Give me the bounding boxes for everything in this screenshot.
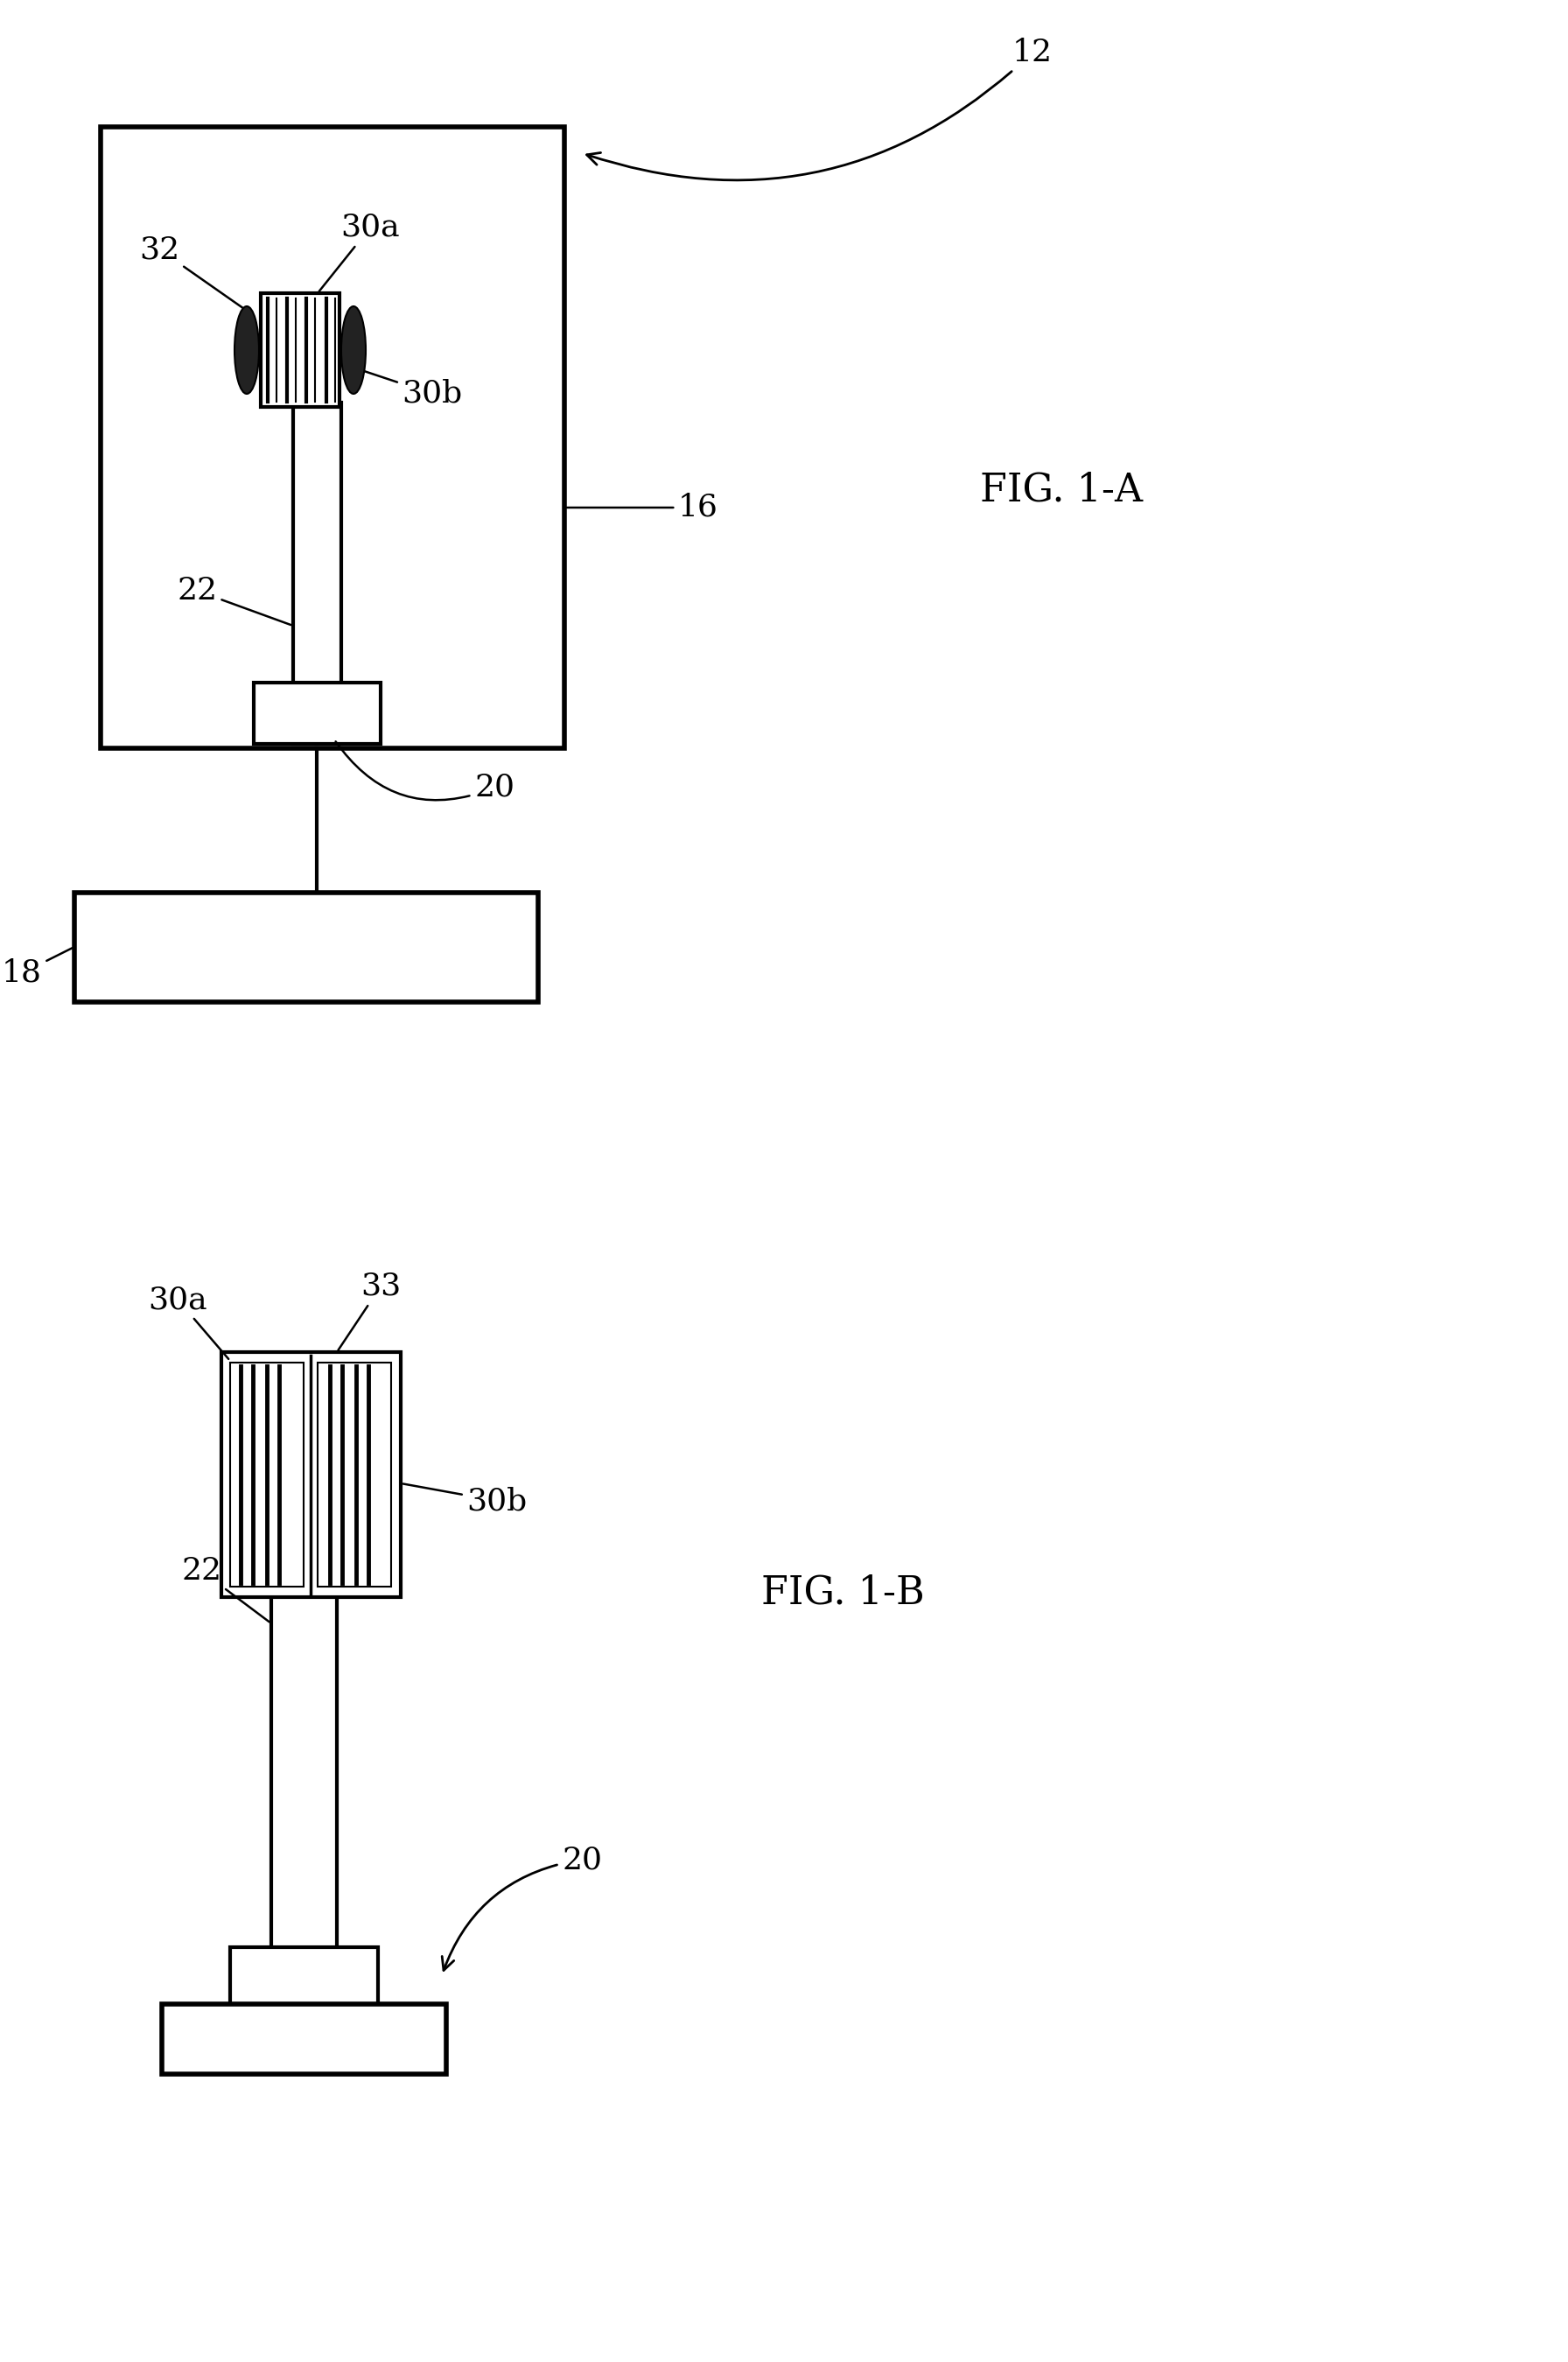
Text: 30b: 30b <box>403 1483 527 1516</box>
Text: 22: 22 <box>177 576 290 626</box>
Text: 20: 20 <box>336 742 514 803</box>
Text: 30a: 30a <box>320 213 400 291</box>
Bar <box>271 1592 337 2003</box>
Text: 22: 22 <box>182 1557 270 1623</box>
Text: FIG. 1-A: FIG. 1-A <box>980 470 1143 508</box>
Bar <box>254 683 381 744</box>
Text: 30a: 30a <box>147 1285 229 1358</box>
Bar <box>221 1351 401 1597</box>
Bar <box>293 402 342 744</box>
Bar <box>100 128 564 749</box>
Ellipse shape <box>235 307 259 394</box>
Ellipse shape <box>342 307 365 394</box>
Text: 30b: 30b <box>356 368 463 409</box>
Text: 12: 12 <box>586 38 1052 180</box>
Text: 32: 32 <box>140 234 245 309</box>
Text: 16: 16 <box>566 494 718 522</box>
Bar <box>318 1363 390 1587</box>
Text: FIG. 1-B: FIG. 1-B <box>760 1573 925 1611</box>
Bar <box>260 293 340 406</box>
Bar <box>162 2003 447 2074</box>
Text: 20: 20 <box>442 1845 602 1970</box>
Bar <box>230 1946 378 2003</box>
Text: 18: 18 <box>2 947 72 987</box>
Text: 33: 33 <box>339 1271 401 1351</box>
Bar <box>74 893 538 1001</box>
Bar <box>230 1363 304 1587</box>
